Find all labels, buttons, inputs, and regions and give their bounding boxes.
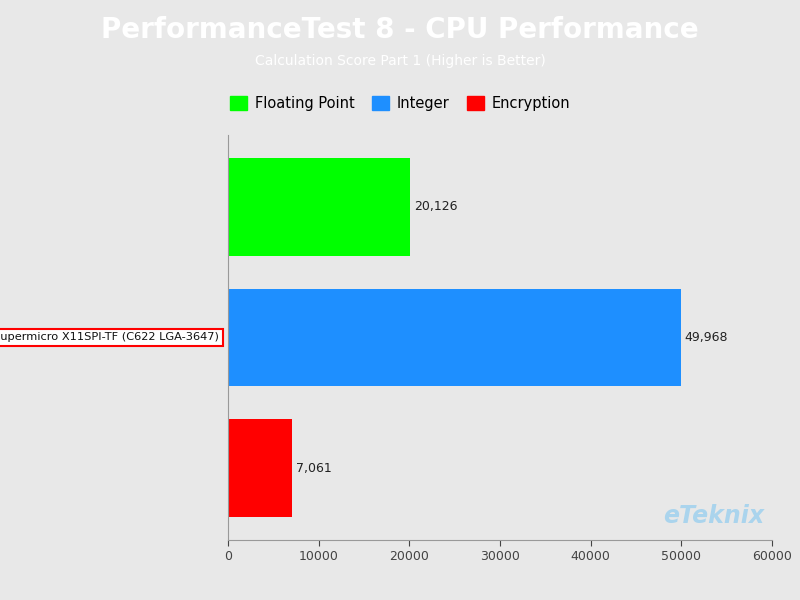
- Text: Calculation Score Part 1 (Higher is Better): Calculation Score Part 1 (Higher is Bett…: [254, 54, 546, 68]
- Bar: [228, 419, 292, 517]
- Legend: Floating Point, Integer, Encryption: Floating Point, Integer, Encryption: [224, 90, 576, 117]
- Bar: [228, 289, 681, 386]
- Text: PerformanceTest 8 - CPU Performance: PerformanceTest 8 - CPU Performance: [101, 16, 699, 44]
- Text: eTeknix: eTeknix: [662, 504, 764, 528]
- Text: Supermicro X11SPI-TF (C622 LGA-3647): Supermicro X11SPI-TF (C622 LGA-3647): [0, 332, 218, 343]
- Text: 7,061: 7,061: [296, 461, 331, 475]
- Bar: [228, 158, 410, 256]
- Text: 49,968: 49,968: [685, 331, 728, 344]
- Text: 20,126: 20,126: [414, 200, 458, 214]
